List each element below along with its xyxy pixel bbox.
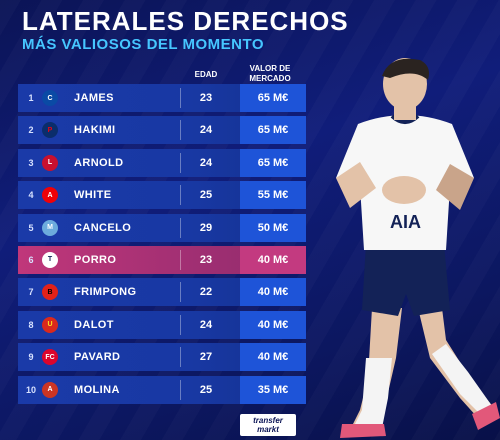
player-age: 23 (199, 253, 213, 266)
chelsea-crest-icon: C (42, 90, 58, 106)
player-age: 25 (199, 189, 213, 202)
bayern-crest-icon: FC (42, 349, 58, 366)
tottenham-crest-icon: T (42, 251, 58, 268)
player-photo: AIA (336, 58, 500, 438)
rank-number: 6 (28, 254, 34, 265)
arsenal-crest-icon: A (42, 187, 58, 204)
row-divider (180, 379, 181, 400)
market-value: 35 M€ (240, 375, 306, 404)
page-subtitle: MÁS VALIOSOS DEL MOMENTO (22, 36, 265, 53)
player-name: ARNOLD (74, 156, 124, 169)
svg-text:AIA: AIA (390, 212, 421, 232)
ranking-row: 9 FC PAVARD 27 40 M€ (18, 343, 306, 372)
page-title: LATERALES DERECHOS (22, 6, 349, 36)
rank-number: 2 (28, 125, 34, 136)
rank-number: 9 (28, 352, 34, 363)
liverpool-crest-icon: L (42, 154, 58, 171)
ranking-row: 1 C JAMES 23 65 M€ (18, 84, 306, 112)
rank-number: 8 (28, 319, 34, 330)
player-age: 22 (199, 286, 213, 299)
player-name: JAMES (74, 92, 114, 104)
player-name: MOLINA (74, 383, 120, 396)
rank-number: 7 (28, 287, 34, 298)
man-city-crest-icon: M (42, 219, 58, 236)
row-divider (180, 185, 181, 206)
logo-line2: markt (257, 425, 279, 434)
market-value: 40 M€ (240, 245, 306, 274)
player-name: HAKIMI (74, 124, 116, 137)
row-divider (180, 249, 181, 270)
rank-number: 3 (28, 157, 34, 168)
rank-number: 5 (28, 222, 34, 233)
rank-number: 4 (28, 190, 34, 201)
player-age: 24 (199, 156, 213, 169)
ranking-row: 3 L ARNOLD 24 65 M€ (18, 148, 306, 177)
market-value: 40 M€ (240, 343, 306, 372)
player-age: 27 (199, 351, 213, 364)
row-divider (180, 120, 181, 141)
player-name: PORRO (74, 253, 117, 266)
man-united-crest-icon: U (42, 316, 58, 333)
row-divider (180, 217, 181, 238)
player-age: 25 (199, 383, 213, 396)
market-value: 55 M€ (240, 181, 306, 210)
ranking-row: 7 B FRIMPONG 22 40 M€ (18, 278, 306, 307)
column-header-market-value-line1: VALOR DE (249, 64, 291, 73)
leverkusen-crest-icon: B (42, 284, 58, 301)
player-age: 24 (199, 124, 213, 137)
row-divider (180, 314, 181, 335)
logo-line1: transfer (253, 416, 283, 425)
ranking-row: 5 M CANCELO 29 50 M€ (18, 213, 306, 242)
rank-number: 10 (25, 384, 36, 395)
ranking-row: 6 T PORRO 23 40 M€ (18, 245, 306, 274)
market-value: 65 M€ (240, 116, 306, 145)
column-header-market-value: VALOR DE MERCADO (240, 64, 300, 84)
market-value: 50 M€ (240, 213, 306, 242)
player-name: WHITE (74, 189, 112, 202)
player-age: 24 (199, 318, 213, 331)
ranking-row: 10 A MOLINA 25 35 M€ (18, 375, 306, 404)
market-value: 65 M€ (240, 84, 306, 112)
column-header-market-value-line2: MERCADO (249, 74, 291, 83)
transfermarkt-logo: transfer markt (240, 414, 296, 436)
player-name: DALOT (74, 318, 114, 331)
player-age: 29 (199, 221, 213, 234)
row-divider (180, 88, 181, 108)
atletico-crest-icon: A (42, 381, 58, 398)
rank-number: 1 (28, 93, 34, 103)
row-divider (180, 152, 181, 173)
player-name: PAVARD (74, 351, 121, 364)
market-value: 65 M€ (240, 148, 306, 177)
ranking-row: 2 P HAKIMI 24 65 M€ (18, 116, 306, 145)
ranking-row: 4 A WHITE 25 55 M€ (18, 181, 306, 210)
market-value: 40 M€ (240, 278, 306, 307)
ranking-row: 8 U DALOT 24 40 M€ (18, 310, 306, 339)
column-header-age: EDAD (194, 70, 218, 79)
player-age: 23 (199, 92, 213, 104)
player-name: FRIMPONG (74, 286, 137, 299)
player-name: CANCELO (74, 221, 132, 234)
row-divider (180, 347, 181, 368)
row-divider (180, 282, 181, 303)
ranking-table: 1 C JAMES 23 65 M€ 2 P HAKIMI 24 65 M€ 3 L ARNOLD 24 6… (18, 84, 306, 408)
market-value: 40 M€ (240, 310, 306, 339)
psg-crest-icon: P (42, 122, 58, 139)
